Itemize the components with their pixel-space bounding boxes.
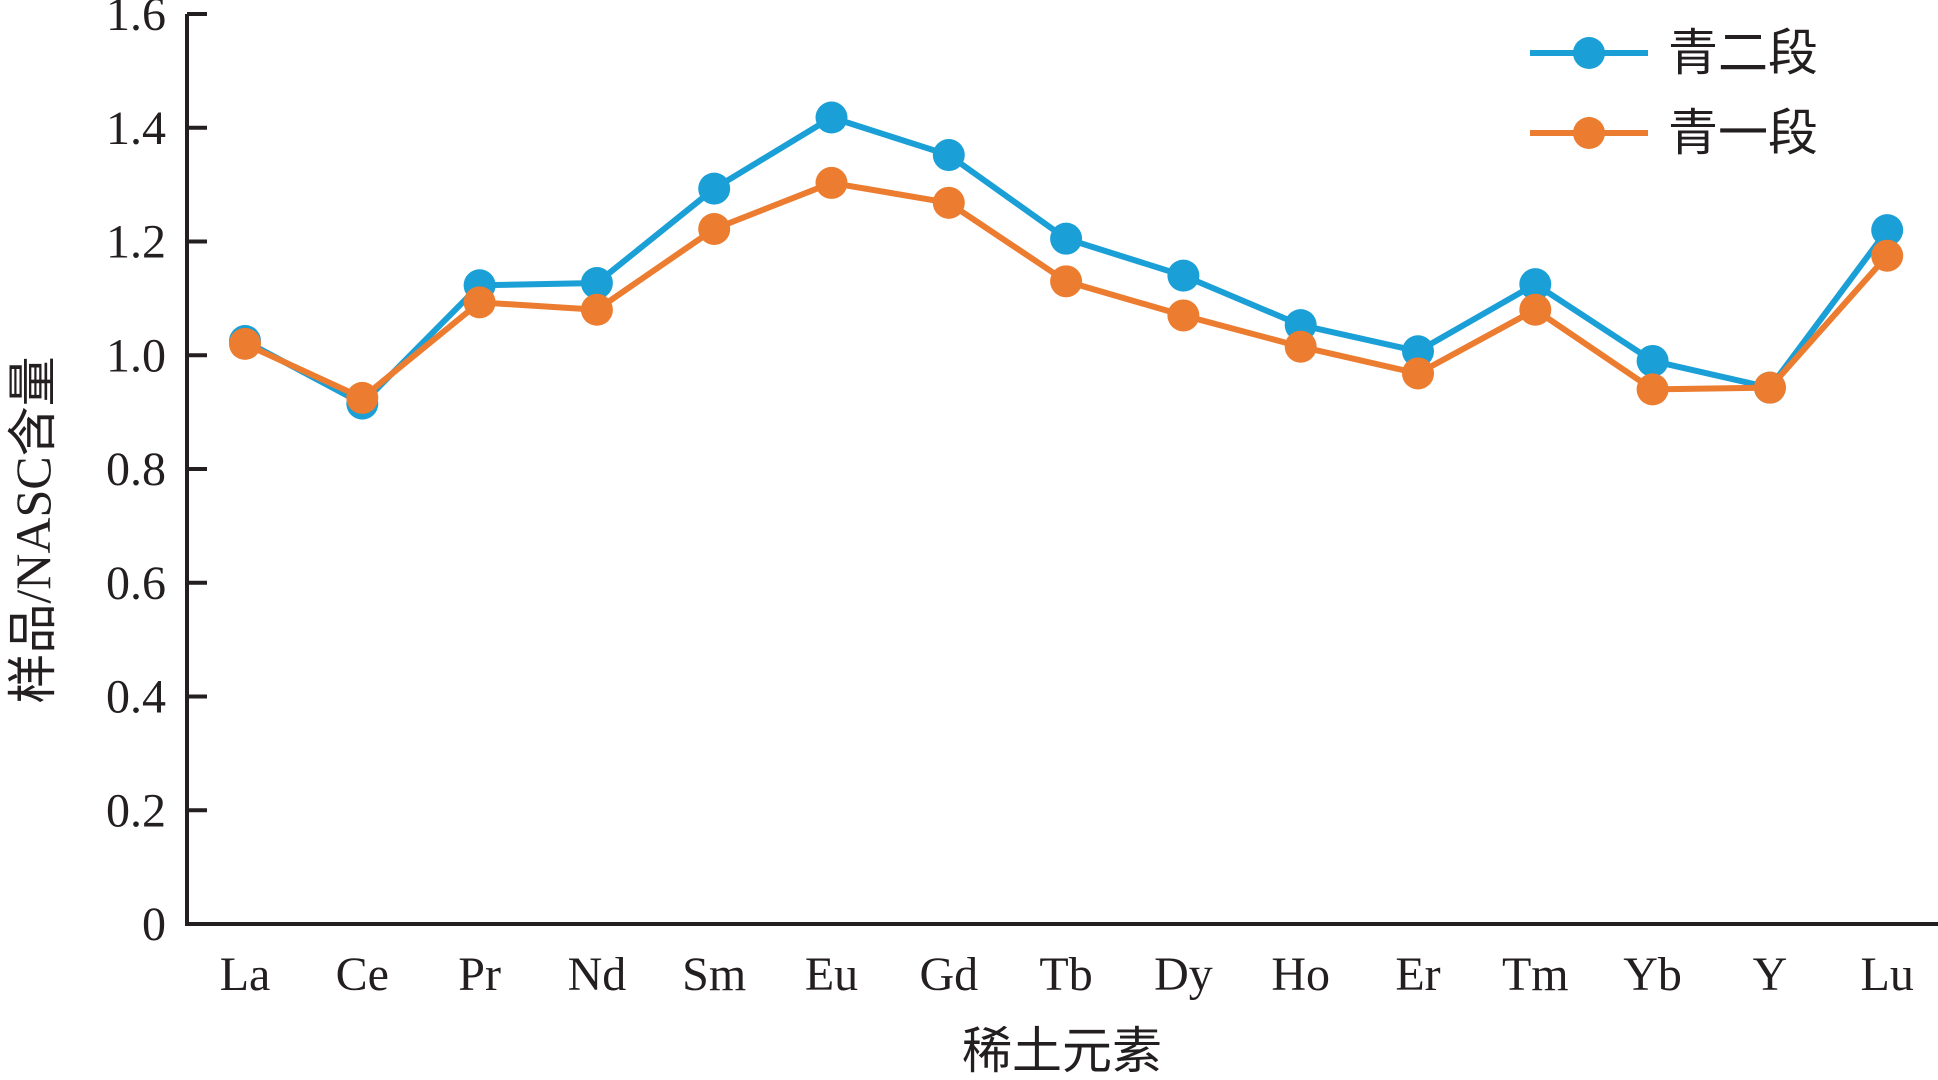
x-tick-label: Ce [336, 948, 389, 1001]
data-point [1519, 268, 1552, 301]
data-point [1636, 344, 1669, 377]
y-tick-label: 1.2 [106, 216, 166, 269]
legend-marker-series-1 [1573, 37, 1605, 69]
data-point [580, 267, 613, 300]
data-point [932, 139, 965, 172]
x-tick-label: Y [1753, 948, 1788, 1001]
x-tick-label: Tm [1502, 948, 1569, 1001]
data-point [698, 172, 731, 205]
x-tick-label: Gd [919, 948, 978, 1001]
x-tick-label: Sm [682, 948, 746, 1001]
data-point [1871, 214, 1904, 247]
series-1 [229, 101, 1904, 420]
y-ticks: 0 0.2 0.4 0.6 0.8 1.0 1.2 1.4 1.6 [106, 0, 207, 951]
data-point [1871, 239, 1904, 272]
x-tick-label: Eu [805, 948, 858, 1001]
y-tick-label: 1.4 [106, 102, 166, 155]
x-tick-label: Lu [1861, 948, 1914, 1001]
data-point [229, 327, 261, 360]
data-point [1402, 335, 1434, 368]
legend-label-series-1: 青二段 [1668, 25, 1818, 81]
y-tick-label: 0.8 [106, 443, 166, 496]
x-tick-label: Yb [1623, 948, 1682, 1001]
x-axis-title: 稀土元素 [962, 1023, 1162, 1079]
data-point [1050, 222, 1083, 255]
data-point [932, 186, 965, 219]
data-point [1167, 259, 1200, 292]
legend-marker-series-2 [1573, 117, 1605, 149]
legend-item: 青二段 [1530, 25, 1818, 81]
series-2 [229, 166, 1904, 414]
data-point [580, 293, 613, 326]
data-point [1167, 299, 1200, 332]
x-tick-label: Dy [1154, 948, 1213, 1001]
series-lines [229, 101, 1904, 420]
data-point [1753, 371, 1786, 404]
y-tick-label: 1.6 [106, 0, 166, 41]
data-point [698, 212, 731, 245]
x-tick-label: Er [1395, 948, 1440, 1001]
x-ticks: La Ce Pr Nd Sm Eu Gd Tb Dy Ho Er Tm Yb Y Lu [220, 948, 1914, 1001]
y-tick-label: 0 [142, 898, 166, 951]
x-tick-label: Pr [458, 948, 501, 1001]
data-point [463, 286, 496, 319]
x-tick-label: Ho [1271, 948, 1330, 1001]
y-tick-label: 0.2 [106, 784, 166, 837]
y-tick-label: 1.0 [106, 329, 166, 382]
data-point [1402, 357, 1434, 390]
y-tick-label: 0.6 [106, 557, 166, 610]
data-point [346, 381, 379, 414]
data-point [815, 101, 848, 134]
data-point [1636, 373, 1669, 406]
legend: 青二段 青一段 [1530, 25, 1818, 161]
x-tick-label: La [220, 948, 271, 1001]
data-point [1284, 330, 1317, 363]
legend-label-series-2: 青一段 [1668, 105, 1818, 161]
data-point [1050, 265, 1083, 298]
data-point [815, 166, 848, 199]
x-tick-label: Tb [1039, 948, 1092, 1001]
data-point [1519, 293, 1552, 326]
legend-item: 青一段 [1530, 105, 1818, 161]
y-axis-title: 样品/NASC含量 [5, 356, 61, 703]
x-tick-label: Nd [568, 948, 627, 1001]
y-tick-label: 0.4 [106, 671, 166, 724]
